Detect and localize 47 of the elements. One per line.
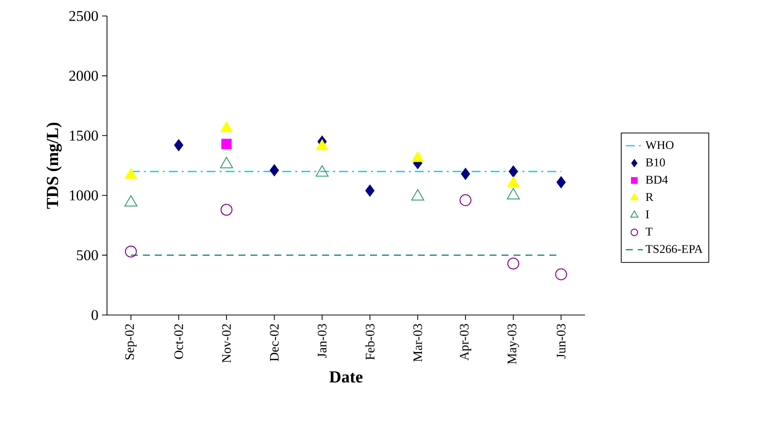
x-tick-label: Oct-02 [174,324,184,359]
y-tick-label: 1500 [70,130,98,141]
y-tick-label: 500 [76,250,98,260]
y-axis-title: TDS (mg/L) [46,122,62,209]
point [316,165,329,177]
legend-label: TS266-EPA [646,244,703,254]
point [507,176,520,188]
x-tick-label: Jun-03 [556,324,566,358]
point [316,139,328,150]
point [460,194,472,206]
point [460,168,470,180]
point [411,189,424,201]
x-tick-label: Nov-02 [222,324,231,363]
point [124,195,138,207]
point [124,246,137,258]
point [174,138,184,152]
point [220,156,233,168]
point [365,184,375,197]
y-tick-label: 2500 [69,10,98,22]
point [221,138,232,150]
point [508,165,518,178]
y-tick-label: 0 [92,310,98,320]
x-tick-label: Apr-03 [460,324,472,361]
point [506,188,520,200]
x-axis-title: Date [329,371,362,383]
legend-label: R [646,193,654,201]
x-tick-label: Dec-02 [270,324,279,362]
point [411,151,424,162]
x-tick-label: May-03 [508,324,520,364]
legend-label: B10 [646,158,665,166]
point [556,176,566,188]
point [507,258,520,270]
legend-label: I [646,210,649,218]
x-tick-label: Jan-03 [318,324,326,358]
point [555,268,568,280]
point [220,121,233,132]
x-tick-label: Feb-03 [365,324,374,360]
point [220,204,232,216]
legend-label: T [646,228,653,236]
y-tick-label: 2000 [69,70,98,81]
x-tick-label: Sep-02 [125,324,137,360]
point [124,168,138,179]
y-tick-label: 1000 [70,190,98,200]
legend-label: BD4 [646,176,668,184]
point [270,164,279,176]
legend-label: WHO [645,140,674,150]
x-tick-label: Mar-03 [413,324,422,362]
